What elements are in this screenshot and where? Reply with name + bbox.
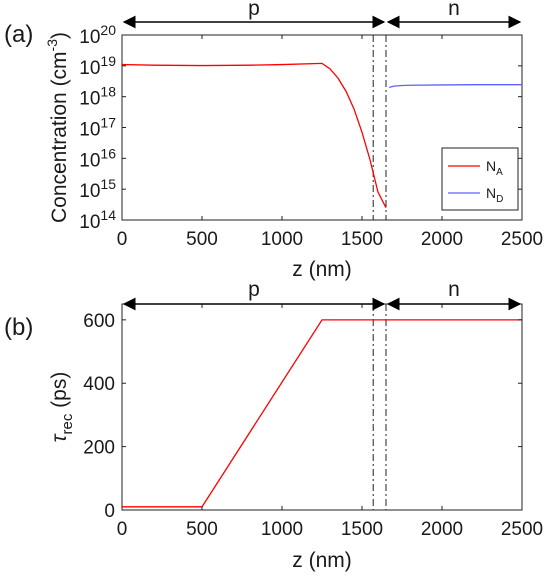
series-line-a	[121, 62, 387, 209]
y-tick-label: 1014	[79, 207, 116, 233]
series-line-d	[389, 84, 522, 89]
x-tick-label: 500	[186, 519, 218, 540]
y-tick-exponent: 17	[100, 115, 116, 131]
y-tick-exponent: 20	[100, 22, 116, 38]
x-tick-label: 2500	[501, 519, 543, 540]
legend-label: NA	[486, 158, 503, 178]
legend-label-sub: D	[496, 194, 503, 205]
x-tick-label: 1000	[261, 519, 303, 540]
y-tick-label: 1015	[79, 176, 116, 202]
x-tick-label: 500	[186, 229, 218, 250]
y-tick-exponent: 19	[100, 53, 116, 69]
region-label: n	[448, 0, 460, 20]
y-axis-label: Concentration (cm-3)	[44, 32, 71, 223]
y-axis-label-sup: -3	[44, 39, 60, 52]
panel-a: 0 500 1000 1500 2000 250010141015101610171018…	[4, 0, 543, 281]
y-tick-label: 400	[83, 374, 115, 395]
y-tick-label: 1019	[79, 53, 116, 79]
x-tick-label: 1500	[341, 519, 383, 540]
y-tick-exponent: 14	[100, 207, 116, 223]
y-tick-base: 10	[79, 27, 100, 48]
panel-b: 0 500 1000 1500 2000 2500 0 200 400 600 z (nm) τrec…	[4, 278, 543, 572]
legend-label-main: N	[486, 185, 496, 201]
y-tick-label: 1018	[79, 84, 116, 110]
y-tick-label: 200	[83, 438, 115, 459]
x-tick-label: 1000	[261, 229, 303, 250]
y-axis-label: τrec (ps)	[48, 372, 76, 443]
y-tick-label: 1020	[79, 22, 116, 48]
y-tick-base: 10	[79, 120, 100, 141]
y-tick-exponent: 16	[100, 145, 116, 161]
x-tick-label: 1500	[341, 229, 383, 250]
y-tick-base: 10	[79, 89, 100, 110]
x-tick-label: 0	[117, 519, 128, 540]
y-axis-label-unit: (ps)	[48, 372, 71, 414]
legend-box	[441, 147, 519, 211]
region-label: p	[248, 0, 260, 20]
region-label: n	[448, 278, 460, 301]
y-tick-label: 1016	[79, 145, 116, 171]
panel-label: (a)	[4, 21, 33, 48]
y-axis-label-symbol: τ	[48, 433, 71, 442]
x-tick-label: 2000	[421, 229, 463, 250]
region-label: p	[248, 278, 260, 301]
legend-label-main: N	[486, 158, 496, 174]
y-tick-exponent: 18	[100, 84, 116, 100]
legend-label-sub: A	[496, 167, 503, 178]
y-tick-label: 600	[83, 311, 115, 332]
y-tick-base: 10	[79, 181, 100, 202]
y-tick-label: 0	[104, 501, 115, 522]
y-tick-base: 10	[79, 150, 100, 171]
y-tick-exponent: 15	[100, 176, 116, 192]
y-axis-label-sub: rec	[59, 413, 76, 434]
y-tick-base: 10	[79, 58, 100, 79]
plot-area	[121, 303, 523, 511]
x-tick-label: 2500	[501, 229, 543, 250]
panel-label: (b)	[4, 314, 33, 341]
series-line-0	[122, 319, 522, 508]
y-axis-label-end: )	[48, 32, 71, 39]
y-tick-base: 10	[79, 212, 100, 233]
x-tick-label: 2000	[421, 519, 463, 540]
x-axis-label: z (nm)	[292, 549, 352, 572]
x-axis-label: z (nm)	[292, 258, 352, 281]
y-axis-label-main: Concentration (cm	[48, 51, 71, 223]
y-tick-label: 1017	[79, 115, 116, 141]
x-tick-label: 0	[117, 229, 128, 250]
legend-label: ND	[486, 185, 503, 205]
